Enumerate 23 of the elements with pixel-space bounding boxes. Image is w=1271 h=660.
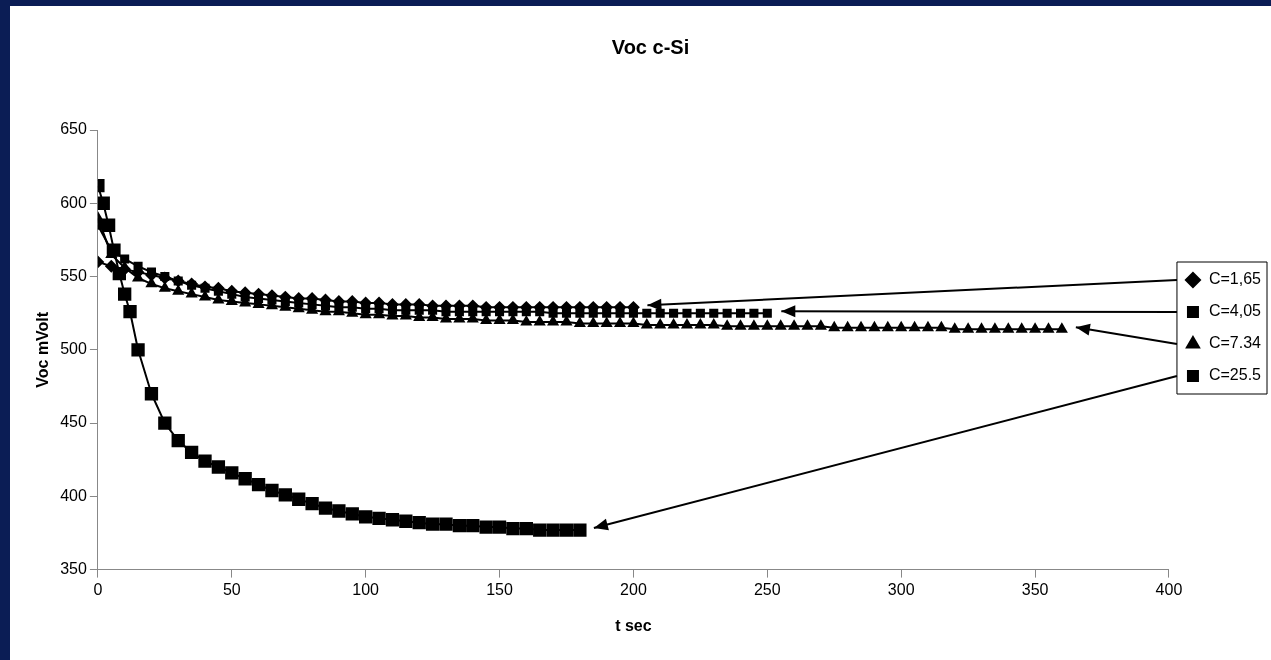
x-tick-label: 250 <box>753 580 781 598</box>
x-tick-label: 300 <box>887 580 915 598</box>
legend-label: C=1,65 <box>1208 270 1262 288</box>
y-axis-title: Voc mVolt <box>34 311 52 388</box>
y-tick-label: 400 <box>60 486 87 504</box>
legend-label: C=7.34 <box>1208 334 1262 352</box>
x-tick-label: 200 <box>620 580 647 598</box>
x-axis-title: t sec <box>615 616 652 634</box>
legend-label: C=4,05 <box>1208 302 1262 320</box>
y-tick-label: 350 <box>60 560 87 578</box>
y-tick-label: 600 <box>60 193 87 211</box>
y-tick-label: 500 <box>60 340 87 358</box>
x-tick-label: 400 <box>1155 580 1183 598</box>
x-tick-label: 100 <box>352 580 380 598</box>
x-tick-label: 50 <box>222 580 241 598</box>
x-tick-label: 350 <box>1021 580 1049 598</box>
y-tick-label: 450 <box>60 413 87 431</box>
chart-title: Voc c-Si <box>611 35 690 58</box>
legend-label: C=25.5 <box>1208 366 1262 384</box>
x-tick-label: 150 <box>486 580 513 598</box>
y-tick-label: 650 <box>60 120 87 138</box>
x-tick-label: 0 <box>93 580 103 598</box>
y-tick-label: 550 <box>60 266 87 284</box>
